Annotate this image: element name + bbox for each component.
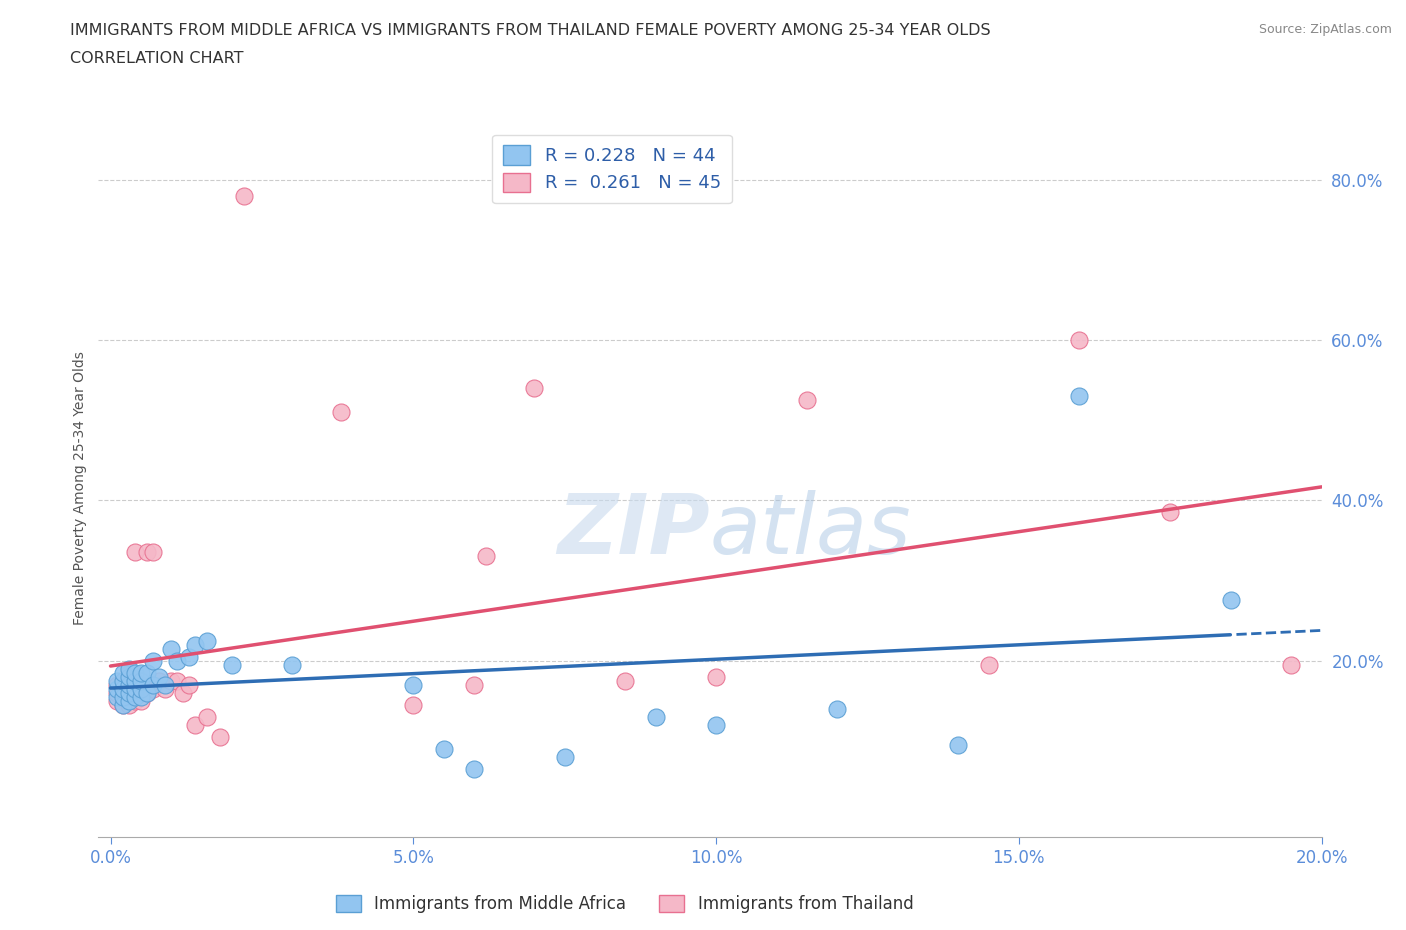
Point [1069, 389, 1091, 404]
Point [111, 673, 134, 688]
Point [111, 682, 134, 697]
Point [105, 673, 128, 688]
Point [184, 637, 207, 652]
Point [118, 677, 141, 692]
Point [124, 693, 146, 708]
Point [135, 665, 157, 680]
Point [432, 741, 454, 756]
Point [118, 698, 141, 712]
Point [124, 689, 146, 704]
Text: CORRELATION CHART: CORRELATION CHART [70, 51, 243, 66]
Point [124, 673, 146, 688]
Point [796, 392, 818, 407]
Point [124, 677, 146, 692]
Point [160, 641, 183, 656]
Text: ZIP: ZIP [557, 489, 710, 571]
Point [184, 717, 207, 732]
Point [142, 677, 165, 692]
Point [105, 693, 128, 708]
Point [118, 670, 141, 684]
Point [124, 685, 146, 700]
Point [475, 549, 498, 564]
Point [153, 677, 176, 692]
Point [197, 710, 219, 724]
Point [142, 545, 165, 560]
Point [111, 698, 134, 712]
Point [111, 698, 134, 712]
Text: Source: ZipAtlas.com: Source: ZipAtlas.com [1258, 23, 1392, 36]
Point [111, 673, 134, 688]
Point [704, 670, 727, 684]
Point [135, 685, 157, 700]
Point [129, 689, 152, 704]
Point [111, 689, 134, 704]
Point [148, 673, 170, 688]
Text: IMMIGRANTS FROM MIDDLE AFRICA VS IMMIGRANTS FROM THAILAND FEMALE POVERTY AMONG 2: IMMIGRANTS FROM MIDDLE AFRICA VS IMMIGRA… [70, 23, 991, 38]
Point [221, 658, 243, 672]
Y-axis label: Female Poverty Among 25-34 Year Olds: Female Poverty Among 25-34 Year Olds [73, 352, 87, 625]
Point [118, 693, 141, 708]
Point [129, 665, 152, 680]
Point [197, 633, 219, 648]
Point [105, 685, 128, 700]
Point [118, 689, 141, 704]
Point [402, 677, 425, 692]
Point [166, 653, 188, 668]
Point [463, 762, 485, 777]
Point [1279, 658, 1302, 672]
Point [105, 682, 128, 697]
Point [118, 673, 141, 688]
Point [124, 545, 146, 560]
Point [118, 682, 141, 697]
Point [704, 717, 727, 732]
Text: atlas: atlas [710, 489, 911, 571]
Point [111, 665, 134, 680]
Point [124, 665, 146, 680]
Point [118, 665, 141, 680]
Point [977, 658, 1000, 672]
Legend: Immigrants from Middle Africa, Immigrants from Thailand: Immigrants from Middle Africa, Immigrant… [329, 888, 920, 920]
Point [118, 661, 141, 676]
Point [118, 685, 141, 700]
Point [129, 673, 152, 688]
Point [124, 682, 146, 697]
Point [614, 673, 637, 688]
Point [111, 682, 134, 697]
Point [1069, 333, 1091, 348]
Point [129, 693, 152, 708]
Point [142, 653, 165, 668]
Point [129, 685, 152, 700]
Point [148, 670, 170, 684]
Point [644, 710, 666, 724]
Point [179, 677, 201, 692]
Point [172, 685, 194, 700]
Point [160, 673, 183, 688]
Point [135, 545, 157, 560]
Point [1219, 593, 1241, 608]
Point [402, 698, 425, 712]
Point [153, 682, 176, 697]
Point [129, 677, 152, 692]
Point [105, 677, 128, 692]
Point [1159, 505, 1181, 520]
Point [129, 682, 152, 697]
Point [232, 188, 254, 203]
Point [281, 658, 304, 672]
Point [166, 673, 188, 688]
Point [948, 737, 970, 752]
Point [463, 677, 485, 692]
Point [111, 689, 134, 704]
Point [825, 701, 848, 716]
Point [208, 729, 231, 744]
Point [105, 689, 128, 704]
Point [523, 380, 546, 395]
Point [554, 750, 576, 764]
Point [179, 649, 201, 664]
Point [135, 685, 157, 700]
Point [142, 682, 165, 697]
Point [329, 405, 352, 419]
